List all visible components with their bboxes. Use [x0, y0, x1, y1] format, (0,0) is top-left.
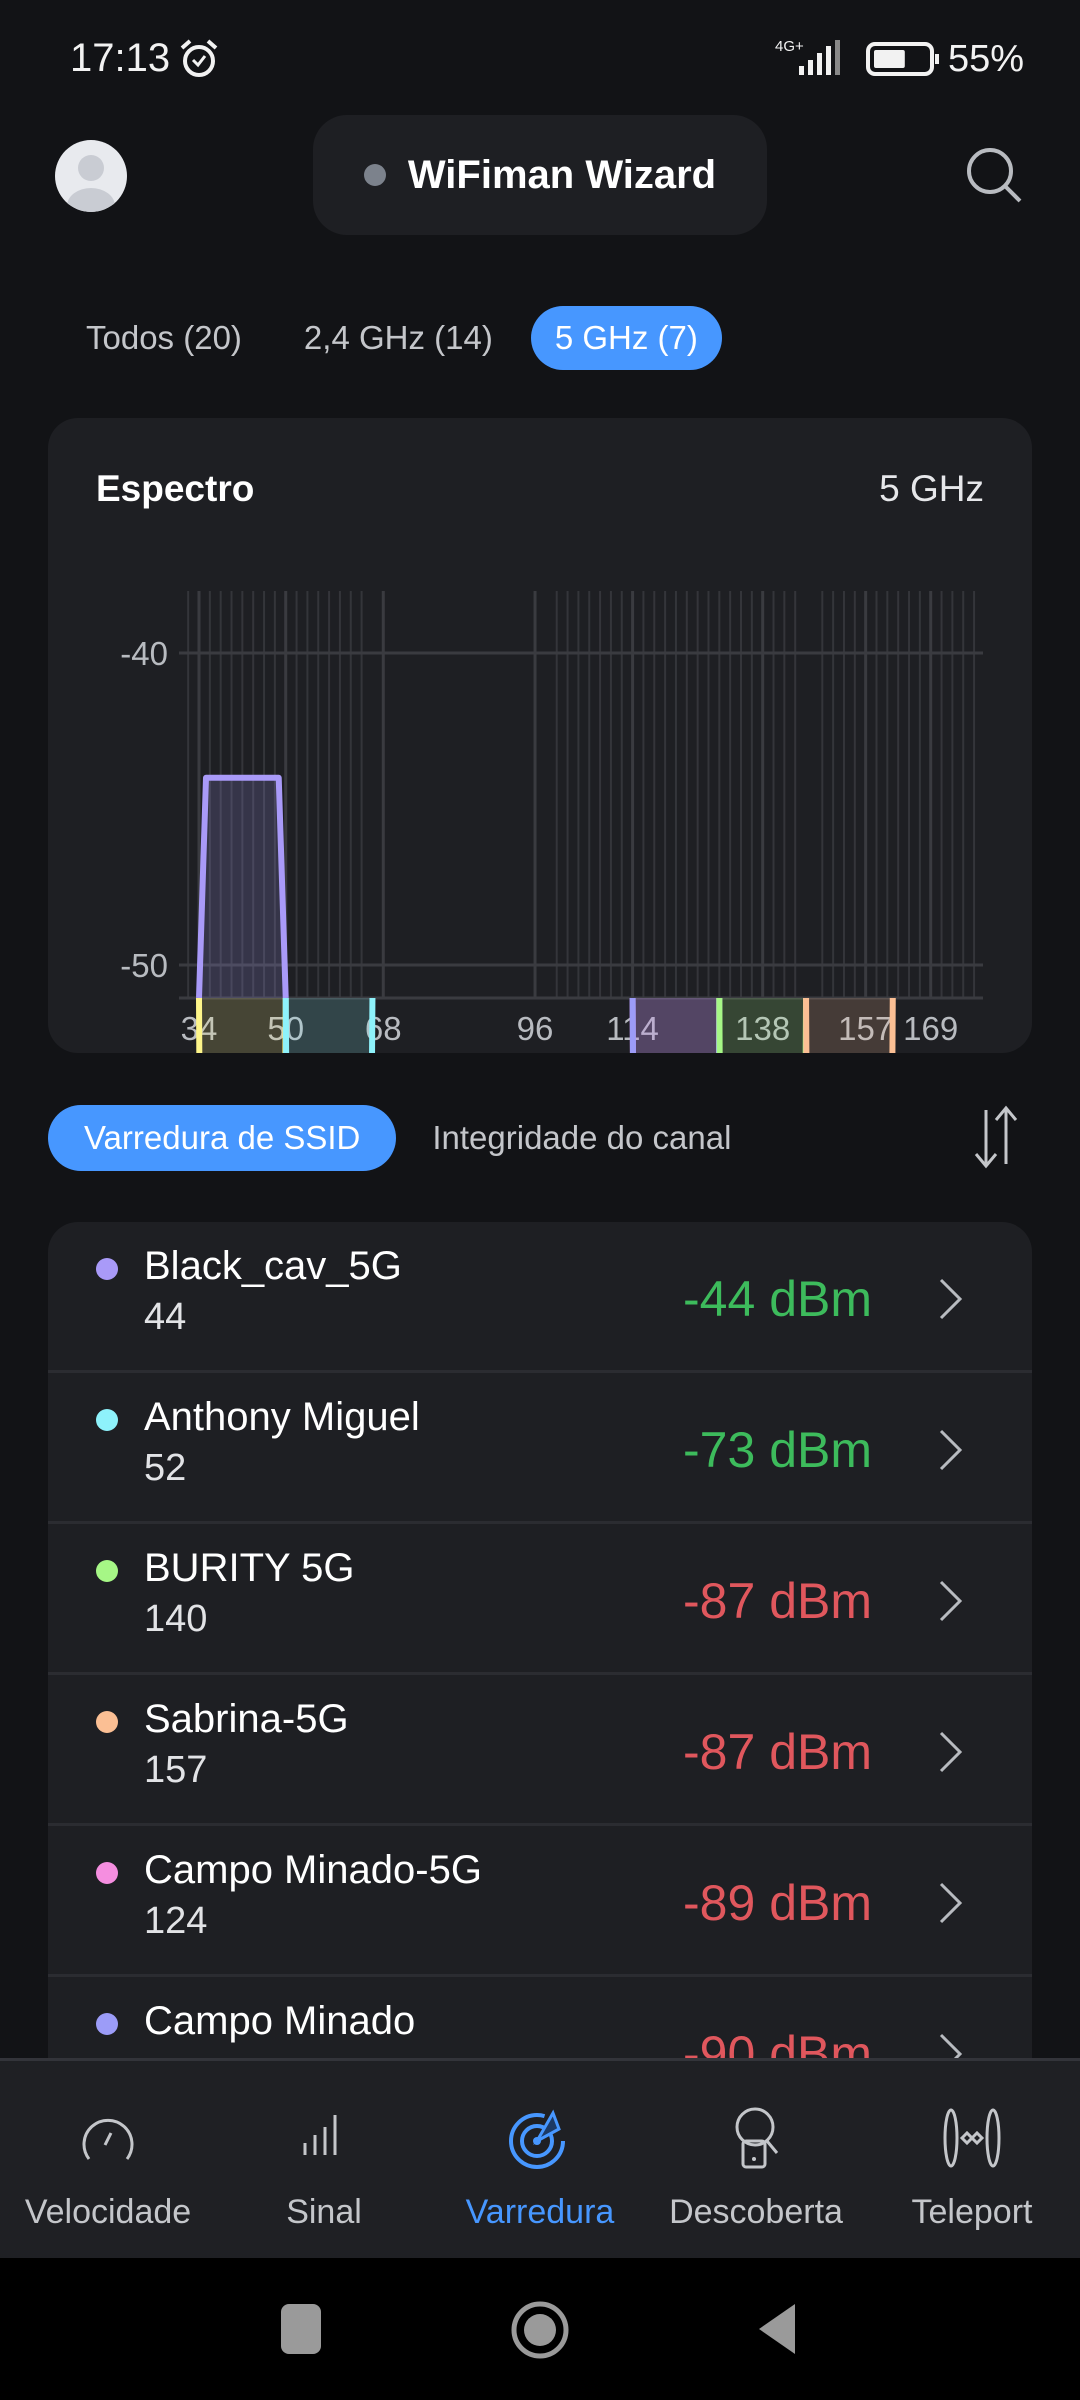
network-row[interactable]: Campo Minado-5G 124 -89 dBm	[48, 1826, 1032, 1977]
battery-icon	[866, 42, 939, 76]
battery-percent: 55%	[948, 38, 1025, 80]
network-row[interactable]: Sabrina-5G 157 -87 dBm	[48, 1675, 1032, 1826]
chevron-right-icon[interactable]	[938, 1881, 964, 1925]
network-signal: -44 dBm	[683, 1271, 872, 1327]
tab-5ghz[interactable]: 5 GHz (7)	[530, 306, 722, 370]
network-channel: 52	[144, 1447, 187, 1489]
x-tick-label: 169	[903, 1010, 958, 1047]
device-selector[interactable]: WiFiman Wizard	[313, 115, 767, 235]
chevron-right-icon[interactable]	[938, 1579, 964, 1623]
network-color-dot	[96, 1862, 118, 1884]
network-channel: 157	[144, 1749, 208, 1791]
network-name: Campo Minado-5G	[144, 1848, 482, 1892]
network-name: Black_cav_5G	[144, 1244, 402, 1288]
network-color-dot	[96, 1258, 118, 1280]
network-row[interactable]: Black_cav_5G 44 -44 dBm	[48, 1222, 1032, 1373]
system-nav-bar	[0, 2258, 1080, 2400]
device-discovery-icon	[735, 2107, 779, 2169]
network-name: BURITY 5G	[144, 1546, 355, 1590]
network-signal: -73 dBm	[683, 1422, 872, 1478]
network-color-dot	[96, 1409, 118, 1431]
user-avatar-icon[interactable]	[55, 140, 127, 212]
network-row[interactable]: BURITY 5G 140 -87 dBm	[48, 1524, 1032, 1675]
search-icon[interactable]	[962, 143, 1026, 207]
x-tick-label: 157	[838, 1010, 893, 1047]
back-button[interactable]	[755, 2302, 797, 2356]
tab-ssid-scan[interactable]: Varredura de SSID	[48, 1105, 397, 1171]
nav-item-descoberta[interactable]: Descoberta	[648, 2061, 864, 2258]
tab-2-4ghz[interactable]: 2,4 GHz (14)	[303, 319, 493, 356]
nav-label: Velocidade	[24, 2193, 192, 2231]
chevron-right-icon[interactable]	[938, 1428, 964, 1472]
chevron-right-icon[interactable]	[938, 1277, 964, 1321]
teleport-icon	[943, 2108, 1001, 2168]
chevron-right-icon[interactable]	[938, 1730, 964, 1774]
status-time: 17:13	[70, 36, 171, 80]
network-color-dot	[96, 1560, 118, 1582]
tab-channel-health[interactable]: Integridade do canal	[432, 1119, 732, 1156]
sort-icon[interactable]	[968, 1104, 1024, 1170]
nav-label: Varredura	[465, 2193, 615, 2231]
network-channel: 44	[144, 1296, 187, 1338]
network-color-dot	[96, 2013, 118, 2035]
status-dot	[363, 164, 386, 186]
x-tick-label: 96	[517, 1010, 554, 1047]
nav-item-teleport[interactable]: Teleport	[864, 2061, 1080, 2258]
network-list: Black_cav_5G 44 -44 dBm Anthony Miguel 5…	[48, 1222, 1032, 2122]
network-channel: 140	[144, 1598, 208, 1640]
nav-label: Sinal	[286, 2193, 362, 2231]
network-type: 4G+	[775, 38, 804, 55]
bottom-nav: Velocidade Sinal Varredura Descoberta Telepo…	[0, 2058, 1080, 2258]
series-area-0	[199, 777, 286, 998]
cellular-signal-icon: 4G+	[775, 38, 845, 78]
series-area-1	[199, 998, 286, 1053]
tab-all[interactable]: Todos (20)	[86, 319, 242, 356]
spectrum-title: Espectro	[96, 468, 255, 509]
series-area-6	[806, 998, 893, 1053]
home-button[interactable]	[510, 2300, 570, 2360]
signal-bars-icon	[303, 2115, 337, 2155]
network-row[interactable]: Campo Minado -90 dBm	[48, 1977, 1032, 2122]
series-area-2	[285, 998, 373, 1053]
nav-item-varredura[interactable]: Varredura	[432, 2061, 648, 2258]
nav-item-velocidade[interactable]: Velocidade	[0, 2061, 216, 2258]
network-name: Campo Minado	[144, 1999, 416, 2043]
nav-label: Descoberta	[669, 2193, 843, 2231]
speedometer-icon	[82, 2118, 134, 2160]
network-channel: 124	[144, 1900, 208, 1942]
radar-icon	[509, 2109, 565, 2169]
y-tick-label: -40	[120, 635, 168, 672]
network-name: Sabrina-5G	[144, 1697, 349, 1741]
network-color-dot	[96, 1711, 118, 1733]
chart-grid	[179, 591, 983, 1000]
app-title: WiFiman Wizard	[407, 152, 717, 197]
y-tick-label: -50	[120, 947, 168, 984]
band-tabs: Todos (20) 2,4 GHz (14) 5 GHz (7)	[62, 306, 722, 370]
nav-label: Teleport	[911, 2193, 1033, 2231]
x-tick-label: 138	[735, 1010, 790, 1047]
network-name: Anthony Miguel	[144, 1395, 420, 1439]
alarm-icon	[180, 39, 218, 77]
status-bar: 17:13 4G+ 55%	[0, 0, 1080, 120]
series-area-3	[632, 998, 720, 1053]
nav-item-sinal[interactable]: Sinal	[216, 2061, 432, 2258]
spectrum-band: 5 GHz	[879, 468, 984, 509]
series-line-0	[196, 774, 289, 999]
view-tabs: Varredura de SSID Integridade do canal	[48, 1105, 767, 1171]
network-signal: -87 dBm	[683, 1724, 872, 1780]
network-signal: -87 dBm	[683, 1573, 872, 1629]
series-area-5	[719, 998, 807, 1053]
series-area-4	[632, 998, 720, 1053]
spectrum-chart: -40-50-60-70-80-9034506896114138157169	[120, 591, 983, 1053]
recents-button[interactable]	[280, 2303, 322, 2355]
spectrum-card: -40-50-60-70-80-9034506896114138157169 E…	[48, 418, 1032, 1053]
network-signal: -89 dBm	[683, 1875, 872, 1931]
network-row[interactable]: Anthony Miguel 52 -73 dBm	[48, 1373, 1032, 1524]
